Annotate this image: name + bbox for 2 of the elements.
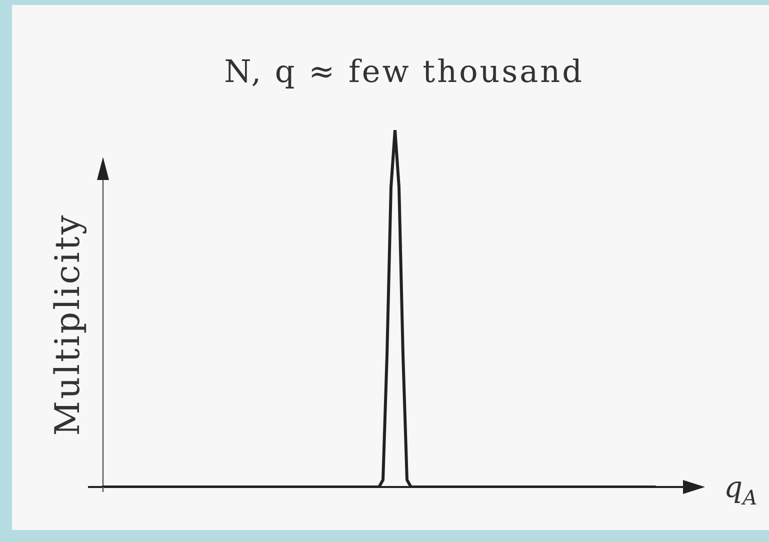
chart-title: N, q ≈ few thousand — [224, 54, 584, 90]
y-axis-title: Multiplicity — [48, 213, 88, 436]
